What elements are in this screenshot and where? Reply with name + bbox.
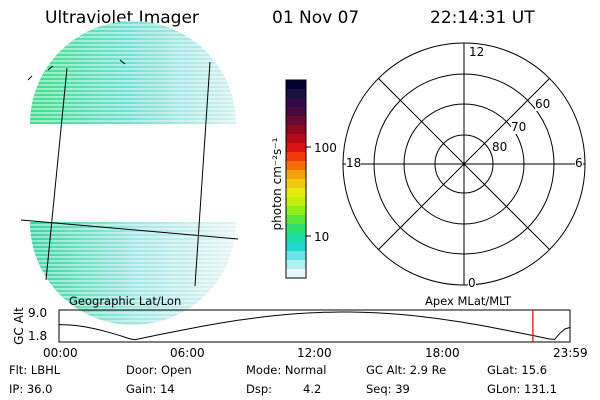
status-mode: Mode: Normal [246, 363, 327, 377]
colorbar-cell [286, 197, 306, 207]
colorbar-tick-10: 10 [314, 230, 330, 244]
colorbar-cell [286, 215, 306, 225]
orbit-axis-label: GC Alt [12, 307, 26, 345]
status-ip: IP: 36.0 [9, 382, 53, 396]
status-door: Door: Open [126, 363, 192, 377]
colorbar-cell [286, 170, 306, 180]
colorbar-cell [286, 98, 306, 108]
colorbar-cell [286, 269, 306, 279]
status-filter: Flt: LBHL [9, 363, 61, 377]
app-title: Ultraviolet Imager [45, 8, 199, 28]
colorbar-cell [286, 134, 306, 144]
status-gain: Gain: 14 [126, 382, 175, 396]
lat-lon-grid [20, 59, 239, 287]
orbit-xtick-1800: 18:00 [425, 346, 460, 360]
colorbar-cell [286, 260, 306, 270]
orbit-ytick-max: 9.0 [28, 306, 48, 320]
orbit-xtick-2359: 23:59 [553, 346, 588, 360]
colorbar-cell [286, 233, 306, 243]
colorbar-cell [286, 224, 306, 234]
mlt-label-0: 0 [468, 276, 476, 290]
lat-label-60: 60 [535, 97, 551, 111]
orbit-ytick-min: 1.8 [28, 329, 48, 343]
colorbar-cell [286, 188, 306, 198]
colorbar-cell [286, 116, 306, 126]
orbit-xtick-0000: 00:00 [43, 346, 78, 360]
colorbar-cell [286, 80, 306, 90]
status-seq: Seq: 39 [366, 382, 410, 396]
status-glat: GLat: 15.6 [487, 363, 548, 377]
colorbar-cell [286, 125, 306, 135]
header-date: 01 Nov 07 [272, 8, 360, 28]
apex-label: Apex MLat/MLT [425, 294, 512, 308]
status-dsp-value: 4.2 [303, 382, 322, 396]
status-gc-alt: GC Alt: 2.9 Re [366, 363, 447, 377]
mlt-label-12: 12 [469, 45, 485, 59]
colorbar-cell [286, 152, 306, 162]
geographic-label: Geographic Lat/Lon [69, 294, 182, 308]
colorbar-cell [286, 242, 306, 252]
mlt-label-18: 18 [346, 156, 362, 170]
colorbar-cell [286, 107, 306, 117]
status-glon: GLon: 131.1 [487, 382, 557, 396]
colorbar-cell [286, 143, 306, 153]
colorbar-cell [286, 251, 306, 261]
orbit-xtick-1200: 12:00 [297, 346, 332, 360]
status-dsp-label: Dsp: [246, 382, 273, 396]
colorbar-cell [286, 206, 306, 216]
colorbar-tick-100: 100 [314, 141, 337, 155]
lat-label-70: 70 [511, 120, 527, 134]
colorbar-cell [286, 161, 306, 171]
header-time: 22:14:31 UT [430, 8, 535, 28]
colorbar-cell [286, 89, 306, 99]
lat-label-80: 80 [492, 140, 508, 154]
mlt-label-6: 6 [575, 156, 583, 170]
colorbar-cell [286, 179, 306, 189]
orbit-altitude-curve [58, 311, 571, 341]
orbit-xtick-0600: 06:00 [170, 346, 205, 360]
